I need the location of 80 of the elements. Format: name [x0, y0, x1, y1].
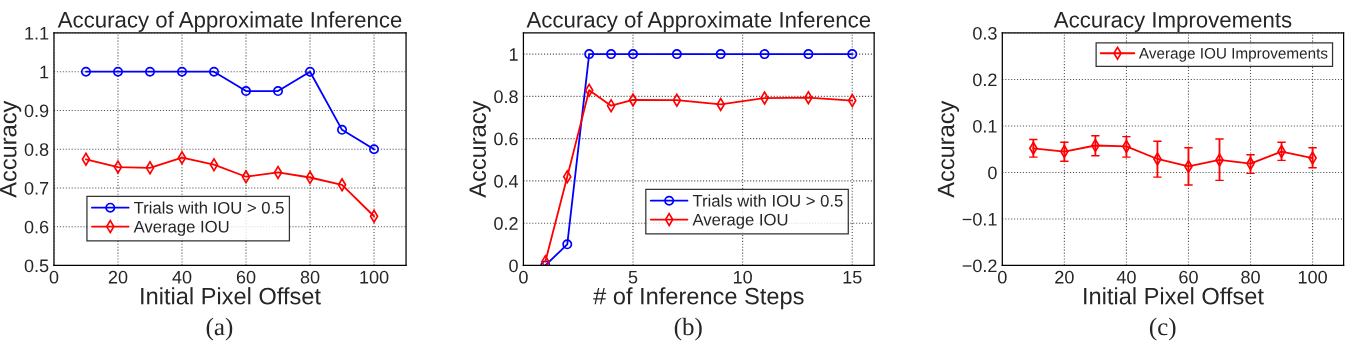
x-tick-label: 0 [519, 270, 528, 284]
x-tick-label: 80 [1241, 270, 1260, 284]
point [144, 66, 155, 77]
legend-label: Trials with IOU > 0.5 [133, 201, 284, 214]
x-tick-label: 40 [172, 270, 192, 284]
point [759, 49, 770, 60]
point [177, 151, 187, 165]
x-tick-label: 5 [628, 270, 638, 284]
x-tick-label: 80 [300, 270, 320, 284]
point [628, 49, 639, 60]
text: (a) [206, 317, 233, 341]
point [584, 49, 595, 60]
point [337, 178, 347, 192]
y-axis-title: Accuracy [0, 100, 22, 198]
y-tick-label: −0.2 [962, 259, 997, 273]
y-tick-label: 0.3 [973, 26, 997, 40]
point [145, 161, 155, 175]
x-axis-title: Initial Pixel Offset [1084, 287, 1264, 305]
point [273, 86, 284, 97]
y-tick-label: 0.8 [24, 143, 49, 156]
point [112, 66, 123, 77]
legend-label: Trials with IOU > 0.5 [692, 194, 843, 207]
point [540, 254, 550, 266]
point [606, 49, 617, 60]
y-tick-label: 0.1 [973, 119, 997, 133]
x-tick-label: 20 [108, 270, 128, 284]
chart-title: Accuracy Improvements [1053, 12, 1292, 33]
y-tick-label: 1 [40, 65, 49, 79]
x-tick-label: 100 [1298, 270, 1327, 284]
point [305, 66, 316, 77]
text: (b) [674, 317, 702, 341]
y-tick-label: 0.9 [24, 104, 49, 118]
y-axis-title: Accuracy [937, 100, 960, 198]
y-tick-label: 0 [509, 259, 518, 273]
point [671, 49, 682, 60]
y-tick-label: 0.4 [494, 174, 519, 188]
point [369, 144, 380, 155]
point [584, 83, 594, 97]
y-tick-label: −0.1 [962, 212, 997, 226]
chart-title: Accuracy of Approximate Inference [526, 11, 871, 33]
y-tick-label: 1.1 [25, 27, 49, 40]
y-tick-label: 0.5 [24, 259, 49, 273]
x-tick-label: 10 [733, 270, 752, 284]
legend-label: Average IOU Improvements [1138, 47, 1328, 62]
x-axis-title: # of Inference Steps [593, 287, 804, 310]
point [208, 66, 220, 77]
y-tick-label: 0 [988, 166, 997, 180]
x-tick-label: 0 [49, 270, 59, 284]
point [803, 49, 814, 60]
y-tick-label: 0.2 [973, 73, 997, 87]
y-tick-label: 0.7 [24, 181, 49, 195]
x-tick-label: 60 [236, 270, 256, 284]
point [241, 86, 252, 97]
y-tick-label: 1 [509, 48, 518, 61]
legend-label: Average IOU [133, 220, 229, 236]
point [672, 93, 682, 107]
x-tick-label: 15 [843, 270, 862, 284]
point [628, 93, 638, 107]
point [80, 66, 91, 77]
x-tick-label: 100 [360, 270, 389, 284]
point [337, 124, 348, 135]
point [715, 49, 726, 60]
x-tick-label: 20 [1055, 270, 1074, 284]
point [369, 209, 379, 223]
x-tick-label: 40 [1116, 270, 1136, 284]
chart-title: Accuracy of Approximate Inference [57, 11, 402, 33]
point [113, 160, 123, 174]
y-axis-title: Accuracy [469, 100, 491, 198]
point [847, 49, 858, 60]
x-tick-label: 0 [997, 270, 1007, 284]
x-tick-label: 60 [1179, 270, 1198, 284]
point [176, 66, 187, 77]
y-tick-label: 0.2 [494, 217, 518, 230]
y-tick-label: 0.8 [494, 90, 518, 104]
y-tick-label: 0.6 [24, 220, 49, 234]
x-axis-title: Initial Pixel Offset [141, 287, 321, 305]
legend-label: Average IOU [692, 213, 788, 229]
text: (c) [1149, 317, 1176, 341]
y-tick-label: 0.6 [494, 132, 518, 146]
point [562, 239, 573, 250]
